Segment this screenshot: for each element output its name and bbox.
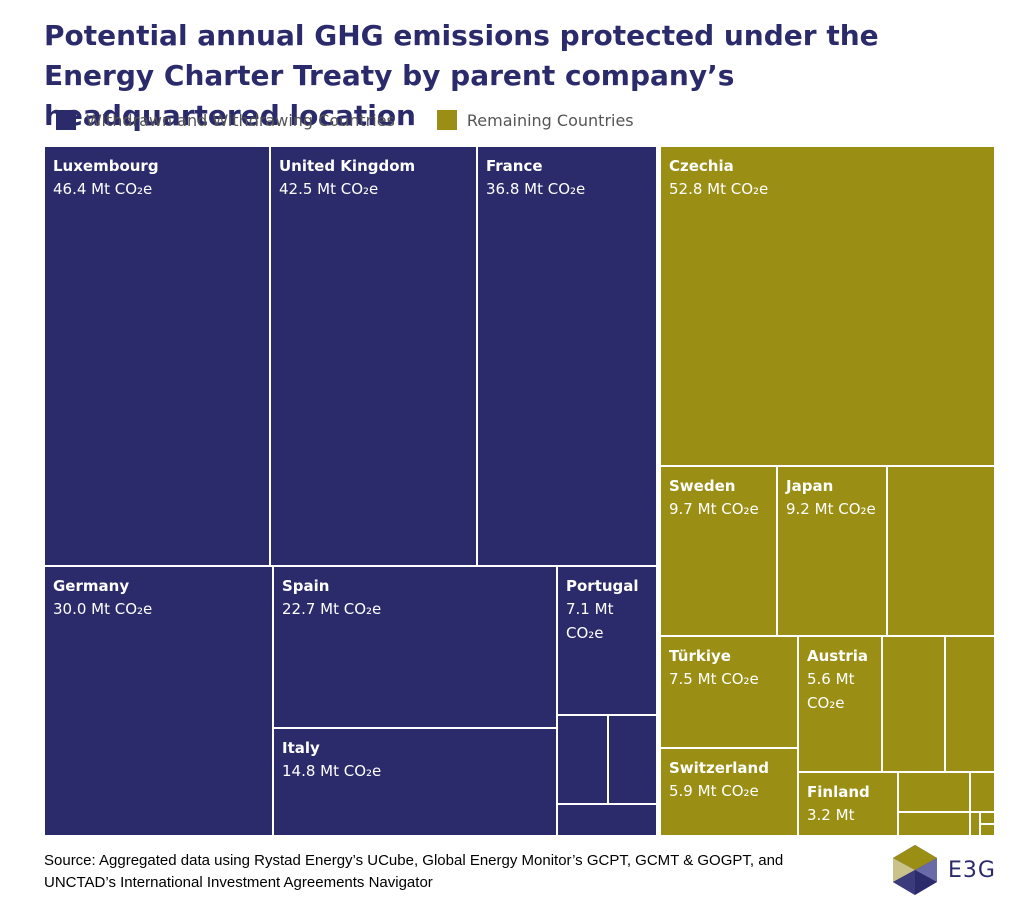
- cell-value-label: 5.9 Mt CO₂e: [669, 782, 759, 800]
- treemap-cell-unlabeled: [945, 636, 995, 772]
- treemap-cell-unlabeled: [970, 812, 980, 836]
- cell-value-label: 9.2 Mt CO₂e: [786, 500, 876, 518]
- chart-title: Potential annual GHG emissions protected…: [44, 19, 879, 132]
- treemap-cell-unlabeled: [882, 636, 945, 772]
- treemap-cell-t-rkiye: Türkiye 7.5 Mt CO₂e: [660, 636, 798, 748]
- treemap-cell-finland: Finland 3.2 Mt: [798, 772, 898, 836]
- treemap-cell-luxembourg: Luxembourg 46.4 Mt CO₂e: [44, 146, 270, 566]
- treemap-cell-japan: Japan 9.2 Mt CO₂e: [777, 466, 887, 636]
- cell-country-label: Japan: [786, 477, 834, 495]
- e3g-logo-icon: [893, 845, 937, 895]
- legend-label-withdrawn: Withdrawn and Withdrawing Countries: [86, 110, 395, 130]
- cell-country-label: Austria: [807, 647, 869, 665]
- cell-country-label: Germany: [53, 577, 130, 595]
- treemap-cell-unlabeled: [557, 715, 608, 804]
- cell-value-label: 9.7 Mt CO₂e: [669, 500, 759, 518]
- treemap-cell-unlabeled: [608, 715, 657, 804]
- treemap-cell-spain: Spain 22.7 Mt CO₂e: [273, 566, 557, 728]
- cell-country-label: Spain: [282, 577, 330, 595]
- treemap-cell-unlabeled: [898, 772, 970, 812]
- cell-value-label: 36.8 Mt CO₂e: [486, 180, 586, 198]
- cell-country-label: Türkiye: [669, 647, 731, 665]
- legend-label-remaining: Remaining Countries: [466, 110, 634, 130]
- logo-text: E3G: [948, 857, 996, 883]
- cell-value-label: 5.6 Mt CO₂e: [807, 670, 855, 712]
- legend-item-withdrawn: Withdrawn and Withdrawing Countries: [56, 110, 395, 130]
- treemap-cell-portugal: Portugal 7.1 Mt CO₂e: [557, 566, 657, 715]
- cell-country-label: Portugal: [566, 577, 639, 595]
- cell-value-label: 7.5 Mt CO₂e: [669, 670, 759, 688]
- treemap-cell-unlabeled: [557, 804, 657, 836]
- treemap-cell-austria: Austria 5.6 Mt CO₂e: [798, 636, 882, 772]
- cell-value-label: 7.1 Mt CO₂e: [566, 600, 614, 642]
- cell-country-label: France: [486, 157, 543, 175]
- cell-country-label: United Kingdom: [279, 157, 416, 175]
- cell-country-label: Sweden: [669, 477, 736, 495]
- treemap-cell-germany: Germany 30.0 Mt CO₂e: [44, 566, 273, 836]
- cell-value-label: 3.2 Mt: [807, 806, 855, 824]
- cell-value-label: 14.8 Mt CO₂e: [282, 762, 382, 780]
- cell-value-label: 22.7 Mt CO₂e: [282, 600, 382, 618]
- cell-value-label: 42.5 Mt CO₂e: [279, 180, 379, 198]
- cell-country-label: Czechia: [669, 157, 734, 175]
- cell-value-label: 30.0 Mt CO₂e: [53, 600, 153, 618]
- cell-country-label: Finland: [807, 783, 870, 801]
- cell-country-label: Italy: [282, 739, 320, 757]
- legend-swatch-remaining: [436, 110, 457, 130]
- treemap-cell-italy: Italy 14.8 Mt CO₂e: [273, 728, 557, 836]
- cell-value-label: 52.8 Mt CO₂e: [669, 180, 769, 198]
- treemap-cell-unlabeled: [887, 466, 995, 636]
- cell-country-label: Switzerland: [669, 759, 769, 777]
- source-note: Source: Aggregated data using Rystad Ene…: [44, 852, 784, 891]
- treemap-cell-unlabeled: [980, 812, 995, 824]
- treemap-cell-unlabeled: [898, 812, 970, 836]
- treemap-cell-czechia: Czechia 52.8 Mt CO₂e: [660, 146, 995, 466]
- treemap-cell-france: France 36.8 Mt CO₂e: [477, 146, 657, 566]
- treemap-cell-unlabeled: [980, 824, 995, 836]
- legend-swatch-withdrawn: [56, 110, 76, 130]
- treemap-cell-united-kingdom: United Kingdom 42.5 Mt CO₂e: [270, 146, 477, 566]
- legend-item-remaining: Remaining Countries: [436, 110, 634, 130]
- e3g-logo: E3G: [890, 842, 1000, 898]
- treemap-cell-sweden: Sweden 9.7 Mt CO₂e: [660, 466, 777, 636]
- treemap-cell-switzerland: Switzerland 5.9 Mt CO₂e: [660, 748, 798, 836]
- cell-value-label: 46.4 Mt CO₂e: [53, 180, 153, 198]
- treemap-cell-unlabeled: [970, 772, 995, 812]
- cell-country-label: Luxembourg: [53, 157, 159, 175]
- legend: Withdrawn and Withdrawing Countries Rema…: [56, 108, 676, 132]
